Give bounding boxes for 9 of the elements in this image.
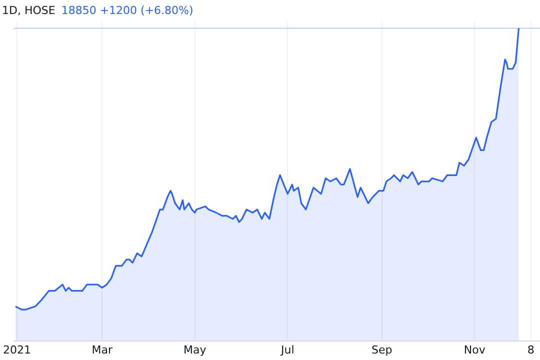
x-tick-label: Sep [372, 343, 392, 356]
x-tick-label: Jul [280, 343, 294, 356]
x-tick-label: 8 [527, 343, 534, 356]
x-tick-label: Mar [92, 343, 113, 356]
x-tick-label: Nov [464, 343, 486, 356]
x-tick-label: May [184, 343, 207, 356]
chart-subtitle: 18850 +1200 (+6.80%) [61, 4, 194, 17]
chart-title: 1D, HOSE [2, 4, 56, 17]
x-tick-label: 2021 [2, 343, 31, 356]
